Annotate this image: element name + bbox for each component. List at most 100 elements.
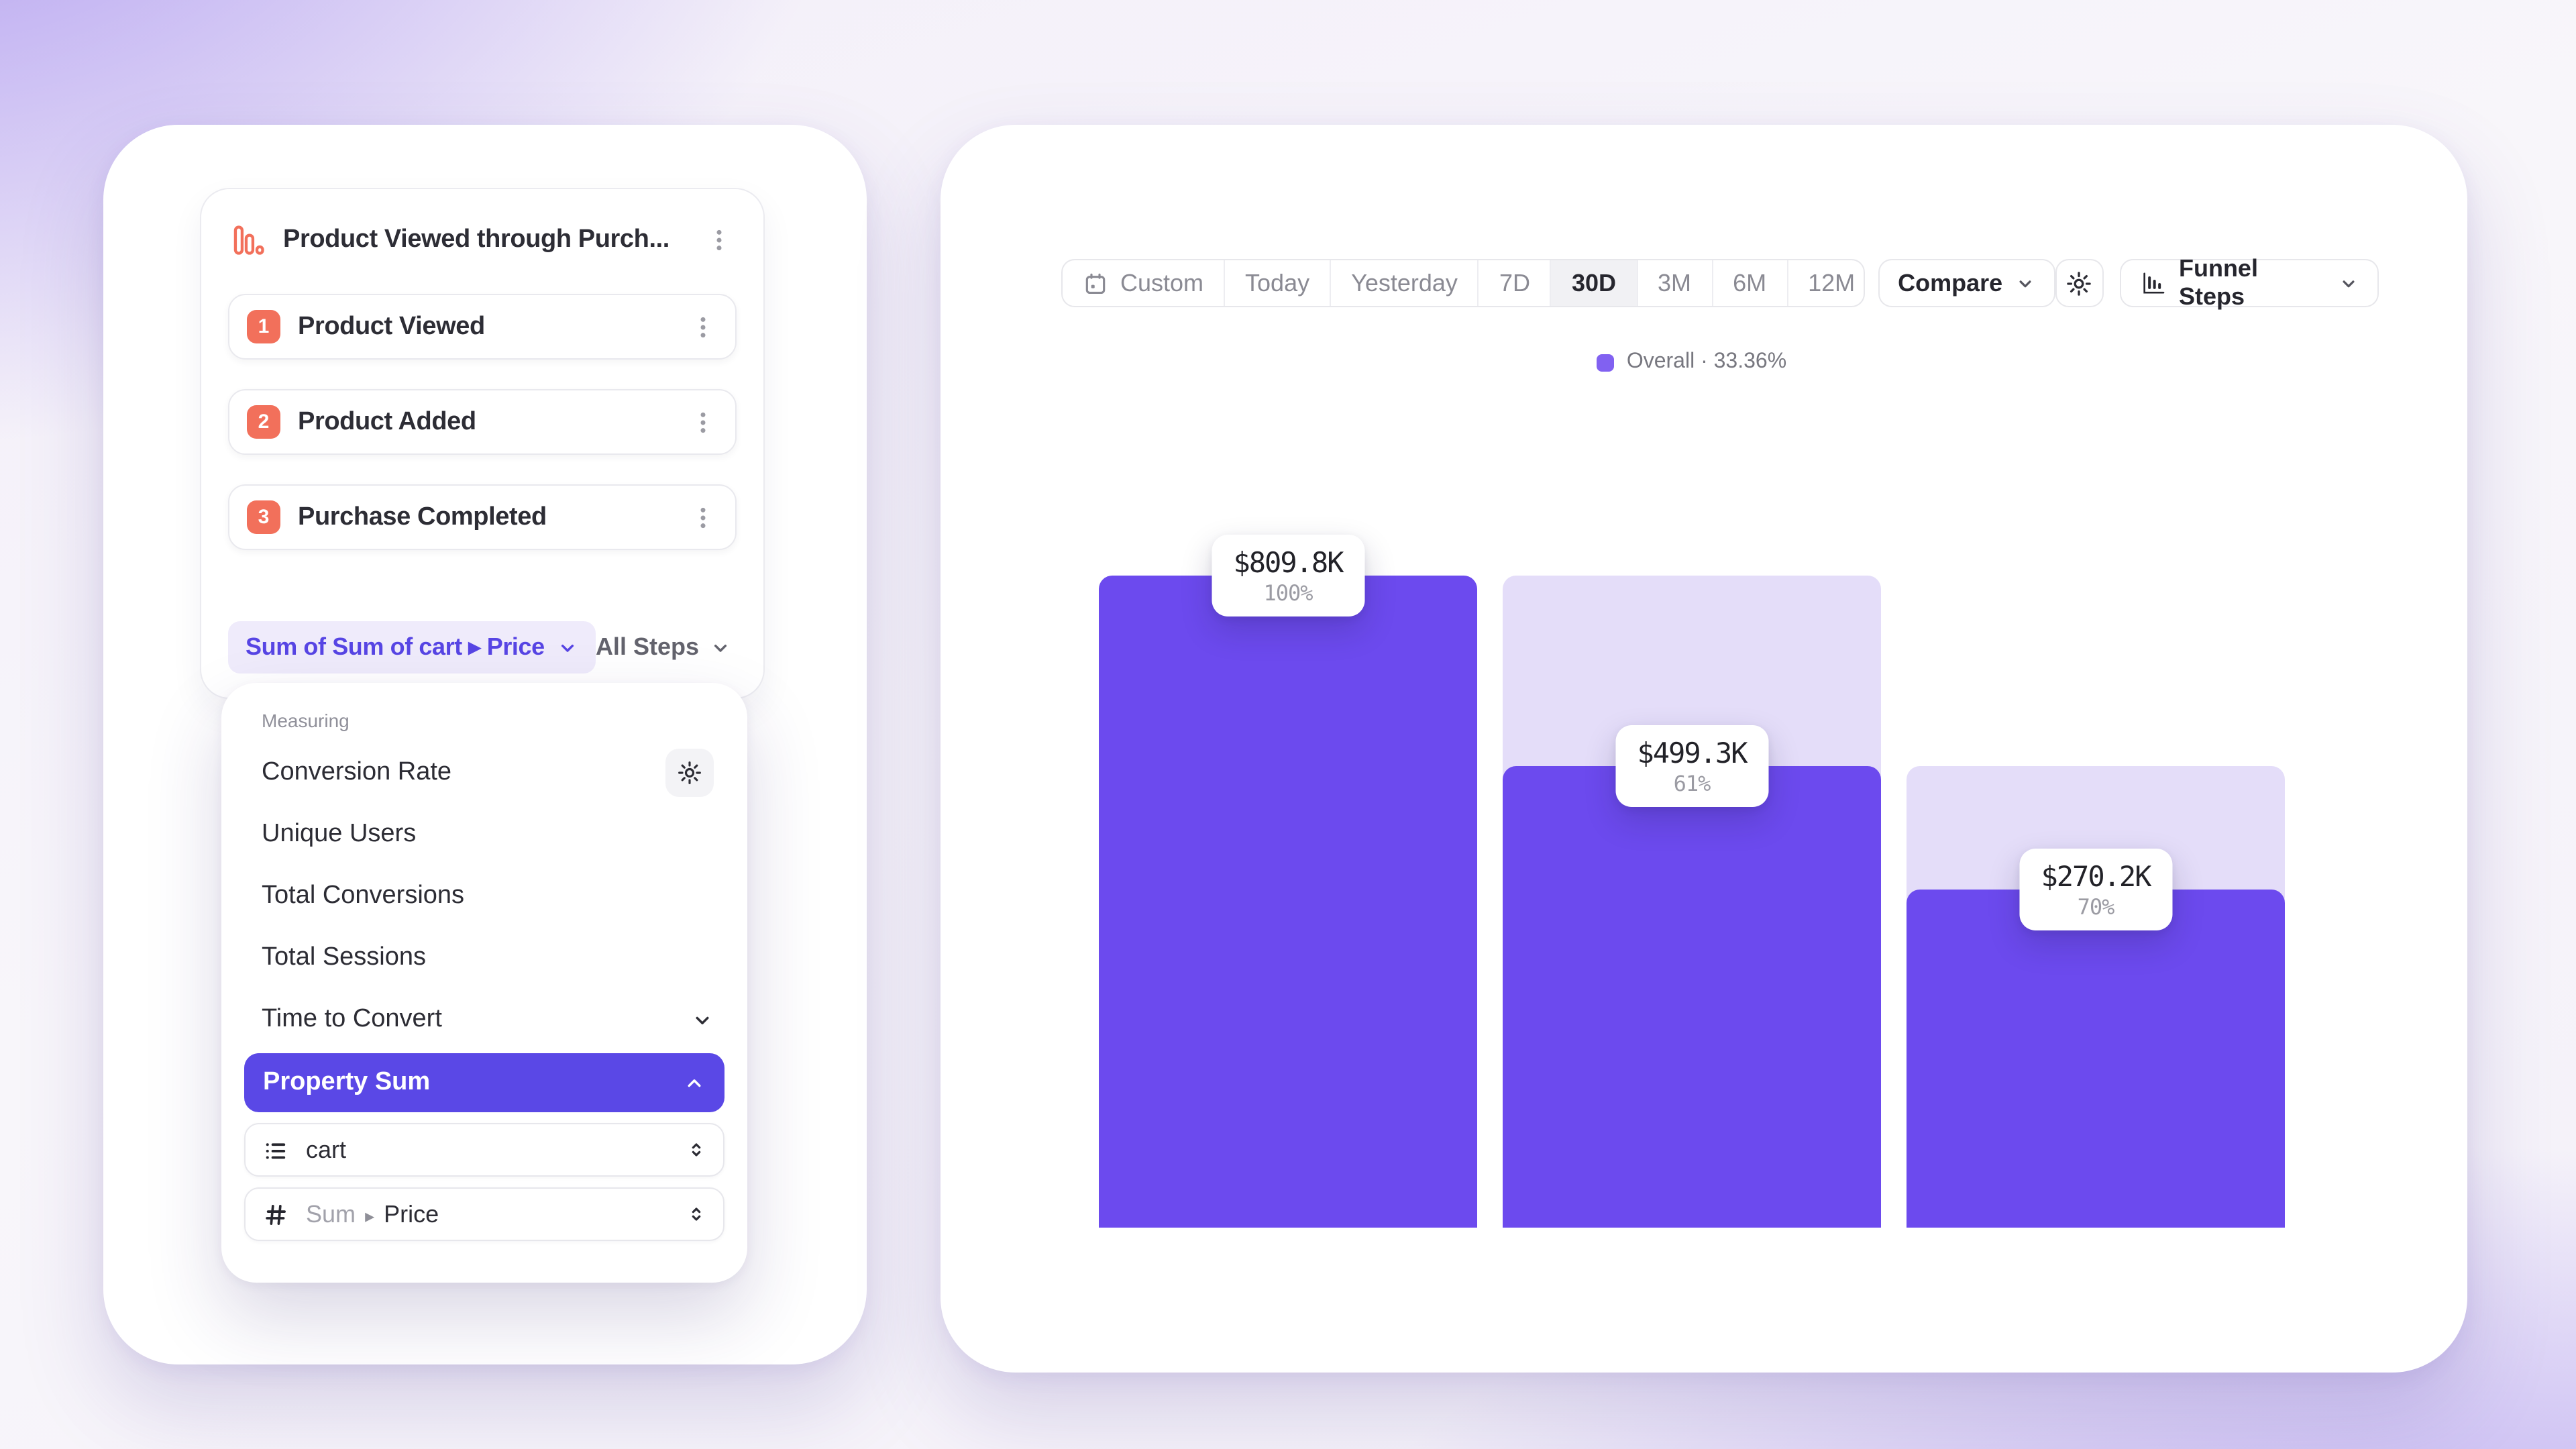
menu-item-label: Property Sum	[263, 1068, 431, 1096]
property-select-cart[interactable]: cart	[244, 1123, 724, 1177]
steps-scope-dropdown[interactable]: All Steps	[596, 633, 731, 661]
step-label: Product Viewed	[298, 312, 485, 340]
menu-item-total-sessions[interactable]: Total Sessions	[244, 927, 724, 989]
bar-percentage-label: 70%	[2077, 894, 2115, 920]
funnel-title: Product Viewed through Purch...	[283, 225, 669, 254]
menu-item-property-sum-selected[interactable]: Property Sum	[244, 1053, 724, 1112]
step-menu-kebab-icon[interactable]	[688, 502, 718, 532]
step-number-badge: 1	[247, 310, 280, 343]
compare-label: Compare	[1898, 269, 2003, 296]
funnel-bars-icon	[2140, 270, 2167, 297]
view-selector-button[interactable]: Funnel Steps	[2119, 255, 2379, 310]
view-selector-label: Funnel Steps	[2178, 255, 2258, 310]
chevron-down-icon	[2015, 273, 2035, 293]
chevron-down-icon	[2339, 273, 2359, 293]
aggregation-value: Price	[384, 1200, 439, 1227]
bar-percentage-label: 100%	[1263, 580, 1313, 606]
funnel-bar-1[interactable]: $809.8K 100%	[1099, 535, 1477, 1228]
range-12m[interactable]: 12M	[1786, 260, 1863, 306]
hash-icon	[262, 1200, 290, 1228]
funnel-header: Product Viewed through Purch...	[228, 213, 737, 267]
chart-legend: Overall · 33.36%	[1099, 350, 2285, 374]
range-label: Yesterday	[1351, 269, 1458, 296]
list-icon	[262, 1136, 290, 1164]
funnel-menu-kebab-icon[interactable]	[704, 225, 734, 255]
gear-icon[interactable]	[665, 749, 714, 797]
step-number-badge: 2	[247, 405, 280, 439]
step-menu-kebab-icon[interactable]	[688, 312, 718, 341]
chart-toolbar: Custom Today Yesterday 7D 30D 3M 6M 12M …	[941, 255, 2467, 310]
menu-item-time-to-convert[interactable]: Time to Convert	[244, 989, 724, 1051]
step-value-bar	[1907, 889, 2285, 1228]
calendar-icon	[1083, 270, 1108, 296]
range-3m[interactable]: 3M	[1636, 260, 1711, 306]
toolbar-right-group: Funnel Steps	[2055, 255, 2379, 310]
funnel-definition-card: Product Viewed through Purch... 1 Produc…	[200, 188, 765, 699]
aggregation-select-sum-price[interactable]: Sum ▸ Price	[244, 1187, 724, 1241]
bar-value-label: $270.2K	[2041, 860, 2151, 893]
bar-value-card: $499.3K 61%	[1615, 724, 1768, 807]
range-today[interactable]: Today	[1224, 260, 1330, 306]
chevron-down-icon	[714, 643, 727, 651]
compare-button[interactable]: Compare	[1878, 259, 2055, 307]
step-label: Purchase Completed	[298, 502, 547, 531]
range-custom[interactable]: Custom	[1063, 260, 1224, 306]
step-value-bar	[1503, 765, 1881, 1228]
range-label: Today	[1245, 269, 1310, 296]
range-7d[interactable]: 7D	[1477, 260, 1550, 306]
funnel-step-row-2[interactable]: 2 Product Added	[228, 389, 737, 455]
chevron-down-icon	[561, 643, 574, 651]
bar-percentage-label: 61%	[1673, 770, 1711, 796]
menu-item-label: Time to Convert	[262, 1005, 442, 1033]
select-updown-icon	[686, 1139, 707, 1161]
range-yesterday[interactable]: Yesterday	[1330, 260, 1478, 306]
range-label: 30D	[1571, 269, 1617, 296]
aggregation-separator-icon: ▸	[365, 1204, 375, 1226]
range-6m[interactable]: 6M	[1711, 260, 1786, 306]
bar-value-label: $499.3K	[1637, 737, 1748, 769]
bar-value-label: $809.8K	[1233, 547, 1344, 579]
chevron-up-icon	[683, 1071, 706, 1094]
measurement-dropdown[interactable]: Sum of Sum of cart ▸ Price	[228, 621, 596, 674]
bar-value-card: $809.8K 100%	[1212, 535, 1364, 616]
bar-chart-icon	[231, 223, 266, 258]
legend-swatch	[1597, 354, 1615, 371]
chart-settings-gear-icon[interactable]	[2055, 259, 2104, 307]
range-30d[interactable]: 30D	[1550, 260, 1637, 306]
legend-label: Overall · 33.36%	[1626, 350, 1787, 373]
step-label: Product Added	[298, 407, 476, 435]
funnel-step-row-1[interactable]: 1 Product Viewed	[228, 294, 737, 360]
bar-value-card: $270.2K 70%	[2019, 848, 2172, 930]
aggregation-prefix: Sum	[306, 1200, 356, 1227]
range-label: 6M	[1733, 269, 1767, 296]
funnel-steps-list: 1 Product Viewed 2 Product Added	[228, 294, 737, 550]
step-menu-kebab-icon[interactable]	[688, 407, 718, 437]
steps-scope-label: All Steps	[595, 633, 699, 660]
range-label: 7D	[1499, 269, 1530, 296]
funnel-bar-2[interactable]: $499.3K 61%	[1503, 576, 1881, 1228]
select-updown-icon	[686, 1203, 707, 1225]
funnel-footer: Sum of Sum of cart ▸ Price All Steps	[228, 621, 737, 674]
funnel-bar-3[interactable]: $270.2K 70%	[1907, 576, 2285, 1228]
funnel-step-row-3[interactable]: 3 Purchase Completed	[228, 484, 737, 550]
menu-item-label: Conversion Rate	[262, 758, 452, 786]
chart-card: Custom Today Yesterday 7D 30D 3M 6M 12M …	[941, 125, 2467, 1373]
date-range-segmented-control: Custom Today Yesterday 7D 30D 3M 6M 12M	[1061, 259, 1865, 307]
chevron-down-icon	[691, 1008, 714, 1031]
menu-item-label: Total Conversions	[262, 881, 465, 910]
property-select-value: cart	[306, 1136, 347, 1163]
menu-item-unique-users[interactable]: Unique Users	[244, 804, 724, 865]
step-number-badge: 3	[247, 500, 280, 534]
menu-item-total-conversions[interactable]: Total Conversions	[244, 865, 724, 927]
range-label: Custom	[1120, 269, 1204, 296]
range-label: 3M	[1658, 269, 1692, 296]
range-label: 12M	[1808, 269, 1856, 296]
measuring-menu: Measuring Conversion Rate Unique Users T…	[221, 683, 747, 1283]
query-builder-card: Product Viewed through Purch... 1 Produc…	[103, 125, 867, 1364]
menu-item-conversion-rate[interactable]: Conversion Rate	[244, 742, 724, 804]
menu-item-label: Unique Users	[262, 820, 417, 848]
measurement-dropdown-label: Sum of Sum of cart ▸ Price	[246, 633, 545, 660]
funnel-chart: $809.8K 100% $499.3K 61% $270.2K 70%	[1099, 535, 2285, 1228]
measuring-section-label: Measuring	[262, 710, 350, 731]
